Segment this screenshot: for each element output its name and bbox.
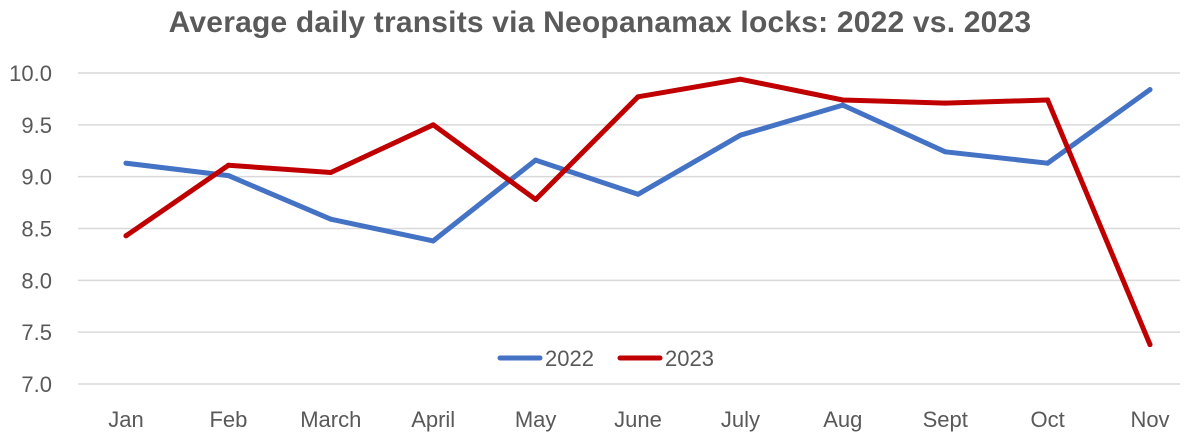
- legend: 2022 2023: [497, 346, 714, 371]
- data-point-2022: [123, 160, 129, 166]
- data-point-2022: [1147, 87, 1153, 93]
- data-point-2023: [840, 97, 846, 103]
- data-point-2022: [1045, 160, 1051, 166]
- data-point-2022: [737, 132, 743, 138]
- data-point-2022: [942, 149, 948, 155]
- data-point-2023: [123, 233, 129, 239]
- data-point-2023: [635, 94, 641, 100]
- x-tick-label: Jan: [108, 407, 143, 432]
- series-line-2023: [123, 76, 1153, 348]
- data-point-2023: [1045, 97, 1051, 103]
- data-point-2023: [533, 196, 539, 202]
- data-point-2022: [225, 173, 231, 179]
- x-axis-tick-labels: Jan Feb March April May June July Aug Sept Oct Nov: [108, 407, 1169, 432]
- x-tick-label: March: [300, 407, 361, 432]
- x-tick-label: Oct: [1030, 407, 1064, 432]
- data-point-2023: [737, 76, 743, 82]
- x-tick-label: June: [614, 407, 662, 432]
- x-tick-label: Nov: [1130, 407, 1169, 432]
- data-point-2023: [430, 122, 436, 128]
- series-lines: [123, 76, 1153, 348]
- x-tick-label: Aug: [823, 407, 862, 432]
- data-point-2023: [1147, 342, 1153, 348]
- x-tick-label: April: [411, 407, 455, 432]
- data-point-2023: [225, 162, 231, 168]
- y-axis-tick-labels: 7.0 7.5 8.0 8.5 9.0 9.5 10.0: [9, 61, 52, 397]
- y-tick-label: 7.5: [21, 320, 52, 345]
- y-tick-label: 8.0: [21, 268, 52, 293]
- x-tick-label: Feb: [209, 407, 247, 432]
- data-point-2022: [840, 102, 846, 108]
- x-tick-label: May: [515, 407, 557, 432]
- data-point-2022: [430, 238, 436, 244]
- y-tick-label: 9.5: [21, 113, 52, 138]
- series-line-2022: [123, 87, 1153, 244]
- y-tick-label: 8.5: [21, 217, 52, 242]
- data-point-2023: [942, 100, 948, 106]
- data-point-2023: [328, 170, 334, 176]
- data-point-2022: [635, 191, 641, 197]
- y-tick-label: 7.0: [21, 372, 52, 397]
- data-point-2022: [328, 216, 334, 222]
- x-tick-label: July: [721, 407, 760, 432]
- gridlines: [78, 72, 1180, 385]
- y-tick-label: 10.0: [9, 61, 52, 86]
- y-tick-label: 9.0: [21, 165, 52, 190]
- x-tick-label: Sept: [923, 407, 968, 432]
- chart-title: Average daily transits via Neopanamax lo…: [168, 6, 1032, 39]
- legend-label-2023: 2023: [665, 346, 714, 371]
- data-point-2022: [533, 157, 539, 163]
- legend-label-2022: 2022: [545, 346, 594, 371]
